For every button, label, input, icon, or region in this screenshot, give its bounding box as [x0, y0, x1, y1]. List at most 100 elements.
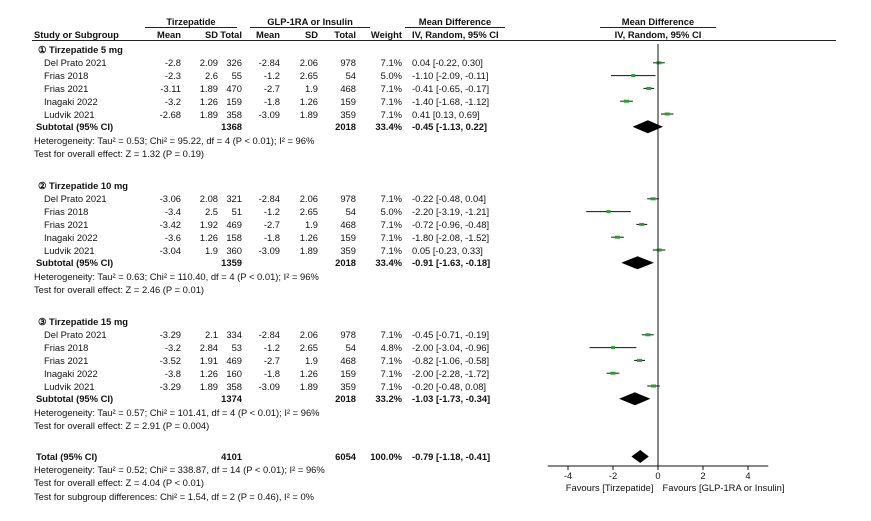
sd1-g2-s5: 1.9 — [204, 244, 218, 256]
mean1-g2-s3: -3.42 — [159, 218, 181, 230]
total1-g2-s3: 469 — [226, 218, 242, 230]
study-column-header: Study or Subgroup — [34, 29, 119, 40]
effect-ci-g2-s1: -0.22 [-0.48, 0.04] — [412, 193, 487, 205]
total1-g1-s3: 470 — [226, 82, 242, 94]
mean1-g1-s3: -3.11 — [160, 82, 181, 94]
subgroup-heterogeneity-3: Heterogeneity: Tau² = 0.57; Chi² = 101.4… — [34, 407, 320, 419]
total-total1: 4101 — [221, 451, 242, 462]
weight-g1-s4: 7.1% — [380, 95, 402, 107]
subgroup-overall-effect-3: Test for overall effect: Z = 2.91 (P = 0… — [34, 420, 210, 432]
weight-g2-s5: 7.1% — [380, 244, 402, 256]
effect-ci-g1-s5: 0.41 [0.13, 0.69] — [412, 108, 480, 120]
point-estimate-g3-s1 — [645, 333, 651, 337]
effect-header-rule — [405, 27, 505, 28]
header-bottom-rule — [32, 40, 836, 41]
weight-column-header: Weight — [370, 29, 402, 40]
study-name-g1-s5: Ludvik 2021 — [44, 108, 95, 120]
total2-g2-s4: 159 — [340, 231, 356, 243]
study-name-g2-s2: Frias 2018 — [44, 206, 89, 218]
plot-column-title: Mean Difference — [621, 16, 695, 27]
weight-g1-s3: 7.1% — [380, 82, 402, 94]
mean1-g2-s2: -3.4 — [164, 206, 181, 218]
mean1-g1-s2: -2.3 — [164, 70, 181, 82]
point-estimate-g3-s3 — [637, 358, 643, 362]
mean2-g1-s2: -1.2 — [263, 70, 280, 82]
sd1-g1-s3: 1.89 — [199, 82, 218, 94]
mean2-column-header: Mean — [256, 29, 280, 40]
x-tick-label-2: 0 — [655, 470, 660, 481]
mean2-g3-s5: -3.09 — [258, 380, 280, 392]
total1-g1-s2: 55 — [231, 70, 242, 82]
study-name-g3-s4: Inagaki 2022 — [44, 367, 98, 379]
study-name-g2-s5: Ludvik 2021 — [44, 244, 95, 256]
mean1-g1-s5: -2.68 — [159, 108, 181, 120]
total1-g1-s4: 159 — [226, 95, 242, 107]
x-tick-label-4: 4 — [745, 470, 750, 481]
mean1-g3-s5: -3.29 — [159, 380, 181, 392]
subgroup-heterogeneity-1: Heterogeneity: Tau² = 0.53; Chi² = 95.22… — [34, 135, 315, 147]
mean2-g2-s5: -3.09 — [258, 244, 280, 256]
subtotal-total1-2: 1359 — [221, 257, 242, 269]
sd1-g2-s3: 1.92 — [199, 218, 218, 230]
total1-g3-s3: 469 — [226, 354, 242, 366]
total1-g3-s4: 160 — [226, 367, 242, 379]
total1-column-header: Total — [220, 29, 242, 40]
mean1-g2-s5: -3.04 — [159, 244, 181, 256]
effect-ci-g1-s4: -1.40 [-1.68, -1.12] — [412, 95, 490, 107]
study-name-g2-s3: Frias 2021 — [44, 218, 89, 230]
weight-g3-s3: 7.1% — [380, 354, 402, 366]
sd2-g3-s4: 1.26 — [299, 367, 318, 379]
subtotal-diamond-1 — [632, 120, 663, 134]
sd1-g3-s4: 1.26 — [199, 367, 218, 379]
weight-g3-s5: 7.1% — [380, 380, 402, 392]
sd2-g1-s2: 2.65 — [299, 70, 318, 82]
subtotal-ci-2: -0.91 [-1.63, -0.18] — [412, 257, 491, 269]
x-tick-label-1: -2 — [609, 470, 617, 481]
sd2-g2-s4: 1.26 — [299, 231, 318, 243]
point-estimate-g1-s3 — [646, 86, 652, 90]
comparator-header-rule — [250, 27, 370, 28]
subgroup-title-2: ② Tirzepatide 10 mg — [38, 180, 129, 191]
sd2-g2-s5: 1.89 — [299, 244, 318, 256]
mean1-g3-s3: -3.52 — [159, 354, 181, 366]
mean2-g1-s1: -2.84 — [258, 57, 280, 69]
total-diamond — [631, 450, 649, 463]
mean2-g2-s3: -2.7 — [263, 218, 280, 230]
effect-method-header: IV, Random, 95% CI — [412, 29, 499, 40]
total-label: Total (95% CI) — [36, 451, 98, 462]
total1-g1-s5: 358 — [226, 108, 242, 120]
subtotal-total2-1: 2018 — [335, 121, 356, 133]
weight-g2-s2: 5.0% — [380, 206, 402, 218]
weight-g1-s2: 5.0% — [380, 70, 402, 82]
total2-g1-s1: 978 — [340, 57, 356, 69]
mean1-g2-s1: -3.06 — [159, 193, 181, 205]
subgroup-heterogeneity-2: Heterogeneity: Tau² = 0.63; Chi² = 110.4… — [34, 271, 319, 283]
point-estimate-g3-s2 — [611, 346, 615, 350]
sd2-column-header: SD — [304, 29, 318, 40]
mean2-g3-s3: -2.7 — [263, 354, 280, 366]
subgroup-title-3: ③ Tirzepatide 15 mg — [38, 316, 129, 327]
effect-ci-g1-s2: -1.10 [-2.09, -0.11] — [412, 70, 489, 82]
study-name-g3-s3: Frias 2021 — [44, 354, 89, 366]
point-estimate-g2-s3 — [639, 222, 645, 226]
total2-g2-s1: 978 — [340, 193, 356, 205]
sd1-g2-s4: 1.26 — [199, 231, 218, 243]
mean1-g1-s1: -2.8 — [164, 57, 181, 69]
subtotal-ci-1: -0.45 [-1.13, 0.22] — [412, 121, 488, 133]
sd1-g1-s1: 2.09 — [199, 57, 218, 69]
sd1-g1-s5: 1.89 — [199, 108, 218, 120]
subtotal-total1-3: 1374 — [221, 393, 242, 405]
subgroup-overall-effect-1: Test for overall effect: Z = 1.32 (P = 0… — [34, 148, 205, 160]
subgroup-differences: Test for subgroup differences: Chi² = 1.… — [34, 491, 315, 502]
effect-ci-g1-s1: 0.04 [-0.22, 0.30] — [412, 57, 483, 69]
x-tick-label-3: 2 — [700, 470, 705, 481]
total2-g3-s5: 359 — [340, 380, 356, 392]
favours-left-label: Favours [Tirzepatide] — [566, 482, 654, 493]
effect-ci-g2-s2: -2.20 [-3.19, -1.21] — [412, 206, 490, 218]
total2-g1-s3: 468 — [340, 82, 356, 94]
total1-g2-s4: 158 — [226, 231, 242, 243]
sd2-g3-s2: 2.65 — [299, 342, 318, 354]
tirzepatide-group-header: Tirzepatide — [166, 16, 216, 27]
sd2-g2-s2: 2.65 — [299, 206, 318, 218]
study-name-g3-s2: Frias 2018 — [44, 342, 89, 354]
